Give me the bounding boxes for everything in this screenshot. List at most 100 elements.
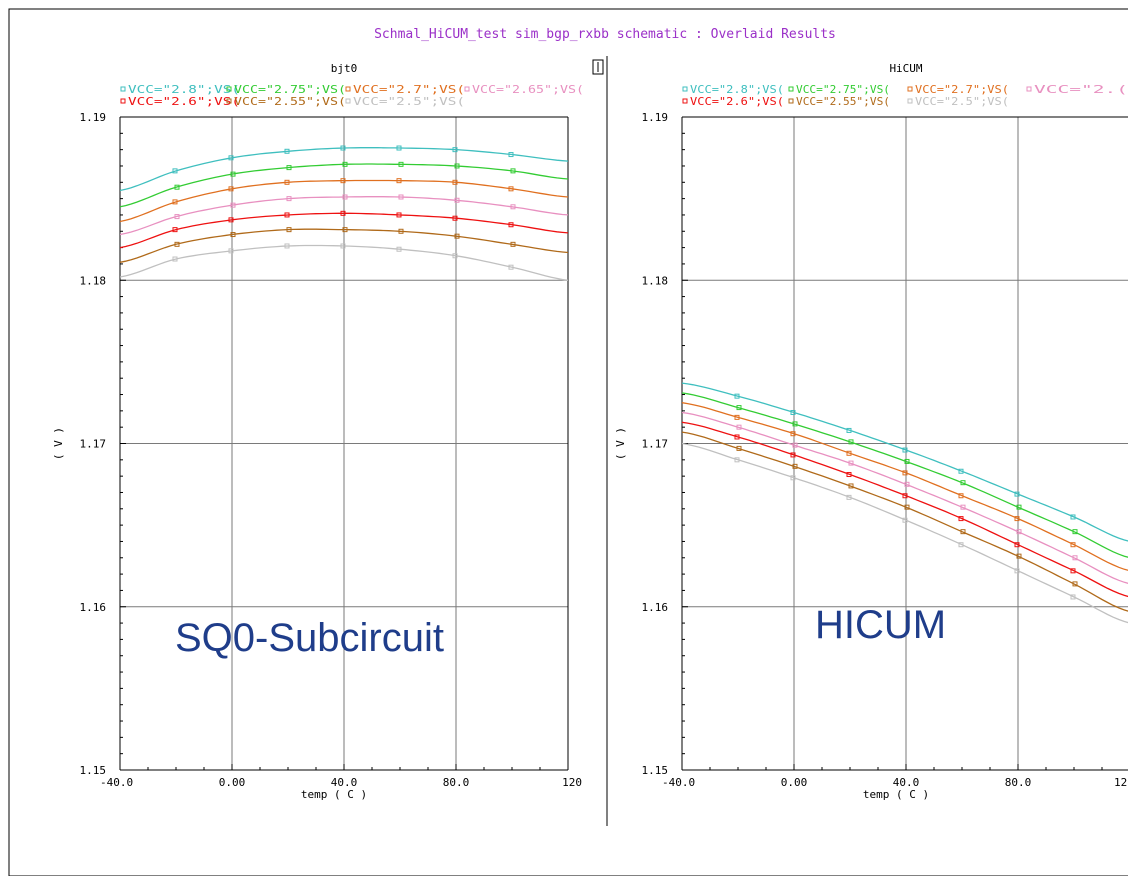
legend-marker: [682, 86, 688, 92]
legend-entry: VCC="2.65";VS(: [472, 83, 584, 96]
series-line: [682, 431, 1128, 612]
series-group: [682, 382, 1128, 624]
series-point: [1014, 568, 1020, 574]
series-point: [454, 197, 460, 203]
series-point: [1016, 553, 1022, 559]
series-point: [508, 186, 514, 192]
series-point: [1016, 504, 1022, 510]
series-point: [510, 241, 516, 247]
series-point: [958, 542, 964, 548]
series-point: [452, 147, 458, 153]
legend-entry: VCC="2.75";VS(: [234, 83, 346, 96]
legend-entry: VCC="2.6";VS(: [690, 95, 784, 108]
series-point: [174, 241, 180, 247]
series-point: [960, 529, 966, 535]
legend-marker: [226, 86, 232, 92]
series-line: [120, 228, 568, 263]
series-point: [230, 202, 236, 208]
y-tick-label: 1.18: [642, 274, 669, 287]
y-tick-label: 1.16: [642, 601, 669, 614]
x-tick-label: -40.0: [662, 776, 695, 789]
series-point: [340, 210, 346, 216]
series-point: [396, 246, 402, 252]
series-point: [792, 442, 798, 448]
series-point: [790, 452, 796, 458]
series-point: [1014, 516, 1020, 522]
legend-marker: [788, 98, 794, 104]
x-tick-label: 12: [1114, 776, 1127, 789]
series-point: [958, 516, 964, 522]
series-point: [452, 179, 458, 185]
legend-entry: VCC="2.55";VS(: [234, 95, 346, 108]
series-point: [846, 427, 852, 433]
series-point: [284, 179, 290, 185]
series-point: [1014, 491, 1020, 497]
panel-marker-icon[interactable]: [592, 59, 604, 75]
series-point: [1070, 594, 1076, 600]
series-point: [172, 199, 178, 205]
series-point: [848, 483, 854, 489]
series-line: [120, 212, 568, 249]
series-point: [736, 405, 742, 411]
series-point: [284, 243, 290, 249]
series-point: [342, 227, 348, 233]
series-point: [1016, 529, 1022, 535]
series-point: [172, 256, 178, 262]
series-point: [792, 463, 798, 469]
legend-marker: [226, 98, 232, 104]
legend-marker: [345, 98, 351, 104]
chart-title: HiCUM: [889, 62, 922, 75]
series-point: [960, 480, 966, 486]
series-point: [904, 504, 910, 510]
series-point: [174, 214, 180, 220]
y-tick-label: 1.18: [80, 274, 107, 287]
legend-entry: VCC="2.6";VS(: [128, 95, 240, 108]
legend-marker: [682, 98, 688, 104]
legend-entry: VCC="2.75";VS(: [796, 83, 890, 96]
series-point: [1072, 555, 1078, 561]
y-tick-label: 1.19: [80, 111, 107, 124]
series-point: [734, 457, 740, 463]
series-point: [1070, 514, 1076, 520]
series-point: [1072, 529, 1078, 535]
series-point: [228, 155, 234, 161]
legend-marker: [1026, 86, 1032, 92]
series-point: [340, 178, 346, 184]
legend-marker: [345, 86, 351, 92]
x-tick-label: -40.0: [100, 776, 133, 789]
legend-marker: [120, 98, 126, 104]
legend-entry: VCC="2.8";VS(: [690, 83, 784, 96]
series-point: [1070, 542, 1076, 548]
x-tick-label: 80.0: [1005, 776, 1032, 789]
series-point: [340, 243, 346, 249]
y-tick-label: 1.16: [80, 601, 107, 614]
series-point: [508, 152, 514, 158]
series-point: [454, 163, 460, 169]
series-group: [120, 145, 568, 281]
series-point: [228, 217, 234, 223]
series-point: [734, 434, 740, 440]
legend-entry: VCC="2.8";VS(: [128, 83, 240, 96]
series-point: [452, 215, 458, 221]
series-point: [230, 232, 236, 238]
x-tick-label: 120: [562, 776, 582, 789]
series-line: [682, 411, 1128, 585]
series-point: [902, 493, 908, 499]
series-point: [958, 468, 964, 474]
series-point: [342, 161, 348, 167]
legend-marker: [464, 86, 470, 92]
overlay-label-left: SQ0-Subcircuit: [175, 616, 444, 660]
series-point: [1070, 568, 1076, 574]
series-point: [902, 447, 908, 453]
series-line: [682, 382, 1128, 542]
series-point: [510, 168, 516, 174]
series-point: [1072, 581, 1078, 587]
chart-panel-bjt0: bjt0 VCC="2.8";VS(VCC="2.75";VS(VCC="2.7"…: [52, 62, 584, 801]
legend-marker: [907, 86, 913, 92]
series-point: [846, 472, 852, 478]
x-axis-label: temp ( C ): [863, 788, 929, 801]
series-line: [120, 163, 568, 208]
series-line: [120, 179, 568, 223]
series-point: [736, 445, 742, 451]
series-point: [396, 178, 402, 184]
